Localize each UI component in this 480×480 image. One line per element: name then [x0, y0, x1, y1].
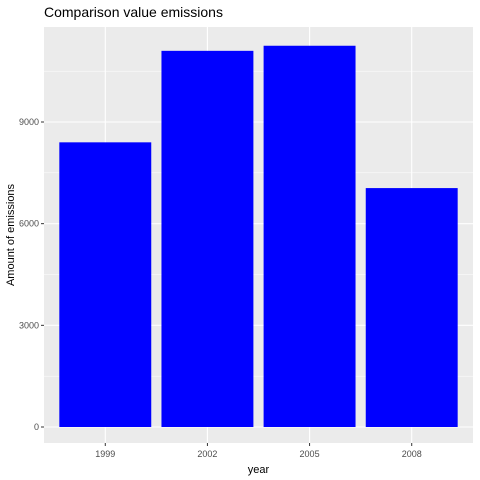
- x-tick-label: 1999: [95, 449, 115, 459]
- x-axis: 1999 2002 2005 2008: [95, 443, 422, 459]
- x-tick-label: 2002: [197, 449, 217, 459]
- chart-title: Comparison value emissions: [44, 4, 223, 20]
- x-tick-label: 2008: [402, 449, 422, 459]
- bar-2008: [365, 188, 458, 427]
- y-tick-label: 9000: [19, 117, 39, 127]
- bar-2002: [161, 50, 254, 427]
- y-axis: 0 3000 6000 9000: [19, 117, 44, 432]
- bars: [59, 45, 458, 428]
- bar-2005: [263, 45, 356, 427]
- y-tick-label: 0: [34, 422, 39, 432]
- x-tick-label: 2005: [300, 449, 320, 459]
- y-tick-label: 6000: [19, 219, 39, 229]
- y-tick-label: 3000: [19, 320, 39, 330]
- x-axis-title: year: [248, 464, 270, 476]
- y-axis-title: Amount of emissions: [5, 183, 17, 286]
- bar-1999: [59, 142, 152, 428]
